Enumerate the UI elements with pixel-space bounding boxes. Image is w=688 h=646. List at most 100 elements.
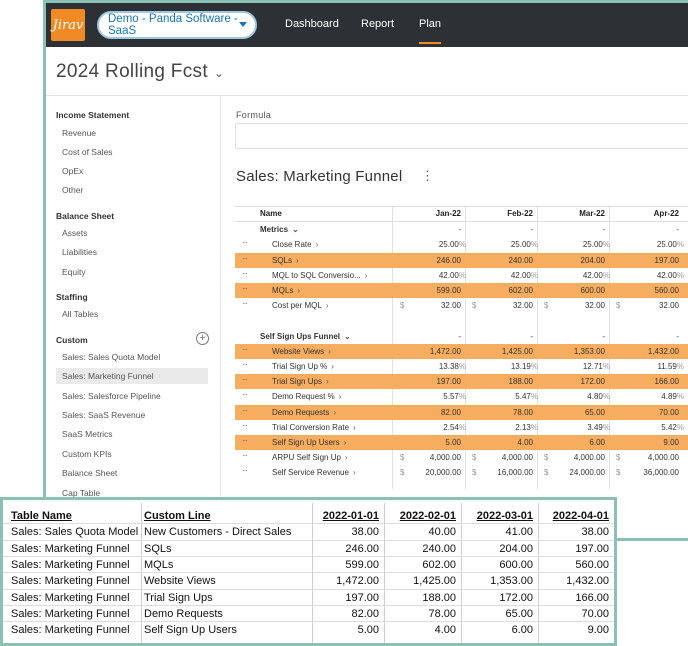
chevron-right-icon[interactable]: › bbox=[325, 301, 329, 311]
row-value[interactable]: 5.47% bbox=[515, 392, 538, 401]
chevron-right-icon[interactable]: › bbox=[343, 438, 347, 447]
row-handle-icon[interactable]: ··· bbox=[242, 238, 248, 248]
row-value[interactable]: 11.59% bbox=[657, 362, 684, 371]
row-label[interactable]: ARPU Self Sign Up › bbox=[272, 453, 348, 462]
chevron-right-icon[interactable]: › bbox=[315, 240, 319, 250]
sidebar-item-sales-saas-revenue[interactable]: Sales: SaaS Revenue bbox=[62, 410, 146, 420]
row-value[interactable]: 12.71% bbox=[583, 362, 610, 371]
sidebar-item-liabilities[interactable]: Liabilities bbox=[62, 247, 97, 257]
chevron-right-icon[interactable]: › bbox=[328, 346, 331, 356]
row-value[interactable]: 2.54% bbox=[443, 423, 466, 432]
row-value[interactable]: 4,000.00 bbox=[574, 453, 605, 462]
row-label[interactable]: Trial Conversion Rate › bbox=[272, 423, 356, 432]
row-handle-icon[interactable]: ··· bbox=[242, 344, 248, 354]
sidebar-item-equity[interactable]: Equity bbox=[62, 267, 86, 277]
row-handle-icon[interactable]: ··· bbox=[242, 420, 248, 430]
row-value[interactable]: 42.00% bbox=[439, 271, 466, 280]
row-label[interactable]: Website Views › bbox=[272, 347, 331, 356]
row-value[interactable]: 4.89% bbox=[661, 392, 684, 401]
row-value[interactable]: 204.00 bbox=[581, 256, 605, 265]
row-value[interactable]: 4,000.00 bbox=[502, 453, 533, 462]
project-selector[interactable]: Demo - Panda Software - SaaS bbox=[97, 11, 257, 39]
row-value[interactable]: 6.00 bbox=[589, 438, 605, 447]
table-row[interactable]: ··· Close Rate › 25.00% 25.00% 25.00% 25.00% bbox=[235, 237, 688, 252]
row-value[interactable]: 36,000.00 bbox=[643, 468, 679, 477]
row-label[interactable]: MQL to SQL Conversio... › bbox=[272, 271, 367, 280]
row-value[interactable]: 1,353.00 bbox=[574, 347, 605, 356]
sidebar-item-all-tables[interactable]: All Tables bbox=[62, 309, 99, 319]
chevron-right-icon[interactable]: › bbox=[325, 377, 329, 387]
row-handle-icon[interactable]: ··· bbox=[242, 375, 248, 385]
table-row[interactable]: ··· MQL to SQL Conversio... › 42.00% 42.00% 4… bbox=[235, 268, 688, 283]
sidebar-item-sales-marketing-funnel[interactable]: Sales: Marketing Funnel bbox=[56, 368, 208, 384]
row-value[interactable]: 197.00 bbox=[655, 256, 679, 265]
row-value[interactable]: - bbox=[676, 225, 679, 234]
row-value[interactable]: - bbox=[530, 332, 533, 341]
row-handle-icon[interactable]: ··· bbox=[242, 268, 248, 278]
row-value[interactable]: 2.13% bbox=[515, 423, 538, 432]
row-handle-icon[interactable]: ··· bbox=[242, 253, 248, 263]
row-handle-icon[interactable]: ··· bbox=[242, 405, 248, 415]
table-row[interactable]: ··· Demo Requests › 82.00 78.00 65.00 70.00 bbox=[235, 404, 688, 420]
row-value[interactable]: - bbox=[458, 332, 461, 341]
row-value[interactable]: 1,472.00 bbox=[430, 347, 461, 356]
nav-plan[interactable]: Plan bbox=[419, 18, 442, 44]
sidebar-item-sales-salesforce-pipeline[interactable]: Sales: Salesforce Pipeline bbox=[62, 391, 161, 401]
row-value[interactable]: 13.19% bbox=[511, 362, 538, 371]
table-row[interactable]: ··· Self Service Revenue › $20,000.00 $16,00… bbox=[235, 465, 688, 480]
row-value[interactable]: 5.57% bbox=[443, 392, 466, 401]
row-label[interactable]: Demo Requests › bbox=[272, 408, 336, 417]
row-value[interactable]: 20,000.00 bbox=[425, 468, 461, 477]
chevron-right-icon[interactable]: › bbox=[352, 468, 356, 478]
row-value[interactable]: 82.00 bbox=[441, 408, 461, 417]
row-handle-icon[interactable]: ··· bbox=[242, 451, 248, 461]
row-value[interactable]: - bbox=[530, 225, 533, 234]
row-value[interactable]: 25.00% bbox=[657, 240, 684, 249]
table-row[interactable]: ··· Cost per MQL › $32.00 $32.00 $32.00 $32.00 bbox=[235, 298, 688, 313]
chevron-right-icon[interactable]: › bbox=[338, 392, 342, 402]
page-title[interactable]: 2024 Rolling Fcst ⌄ bbox=[56, 61, 224, 83]
chevron-down-icon[interactable]: ⌄ bbox=[344, 331, 351, 341]
section-label[interactable]: Self Sign Ups Funnel ⌄ bbox=[260, 332, 351, 341]
row-label[interactable]: Trial Sign Up % › bbox=[272, 362, 334, 371]
row-value[interactable]: 560.00 bbox=[655, 286, 679, 295]
section-label[interactable]: Metrics ⌄ bbox=[260, 225, 299, 234]
sidebar-item-cap-table[interactable]: Cap Table bbox=[62, 488, 101, 498]
section-row[interactable]: Metrics ⌄ - - - - bbox=[235, 222, 688, 237]
chevron-right-icon[interactable]: › bbox=[364, 270, 368, 280]
row-value[interactable]: - bbox=[602, 332, 605, 341]
table-row[interactable]: ··· MQLs › 599.00 602.00 600.00 560.00 bbox=[235, 283, 688, 299]
table-row[interactable]: ··· Trial Sign Ups › 197.00 188.00 172.00 166.… bbox=[235, 374, 688, 390]
table-row[interactable]: ··· Trial Sign Up % › 13.38% 13.19% 12.71% 11.… bbox=[235, 359, 688, 374]
row-label[interactable]: Trial Sign Ups › bbox=[272, 377, 329, 386]
row-value[interactable]: 240.00 bbox=[509, 256, 533, 265]
row-value[interactable]: - bbox=[458, 225, 461, 234]
sidebar-item-saas-metrics[interactable]: SaaS Metrics bbox=[62, 429, 113, 439]
row-value[interactable]: 4.00 bbox=[517, 438, 533, 447]
sidebar-item-sales-sales-quota-model[interactable]: Sales: Sales Quota Model bbox=[62, 352, 161, 362]
row-value[interactable]: 5.42% bbox=[661, 423, 684, 432]
row-handle-icon[interactable]: ··· bbox=[242, 360, 248, 369]
row-value[interactable]: 4,000.00 bbox=[430, 453, 461, 462]
row-value[interactable]: 166.00 bbox=[655, 377, 679, 386]
table-row[interactable]: ··· Self Sign Up Users › 5.00 4.00 6.00 9.00 bbox=[235, 435, 688, 451]
row-label[interactable]: MQLs › bbox=[272, 286, 300, 295]
row-value[interactable]: 600.00 bbox=[581, 286, 605, 295]
row-value[interactable]: 25.00% bbox=[439, 240, 466, 249]
more-options-icon[interactable]: ⋮ bbox=[421, 168, 434, 183]
row-value[interactable]: 32.00 bbox=[441, 301, 461, 310]
sidebar-item-opex[interactable]: OpEx bbox=[62, 166, 84, 176]
sidebar-item-custom-kpis[interactable]: Custom KPIs bbox=[62, 449, 112, 459]
row-value[interactable]: 32.00 bbox=[659, 301, 679, 310]
chevron-right-icon[interactable]: › bbox=[331, 362, 334, 371]
row-handle-icon[interactable]: ··· bbox=[242, 466, 248, 476]
table-row[interactable]: ··· ARPU Self Sign Up › $4,000.00 $4,000.00 $… bbox=[235, 450, 688, 465]
row-label[interactable]: Self Sign Up Users › bbox=[272, 438, 346, 447]
chevron-right-icon[interactable]: › bbox=[333, 407, 337, 417]
table-row[interactable]: ··· SQLs › 246.00 240.00 204.00 197.00 bbox=[235, 252, 688, 268]
row-value[interactable]: 13.38% bbox=[439, 362, 466, 371]
row-value[interactable]: 78.00 bbox=[513, 408, 533, 417]
row-value[interactable]: 1,432.00 bbox=[648, 347, 679, 356]
row-label[interactable]: Cost per MQL › bbox=[272, 301, 328, 310]
sidebar-item-assets[interactable]: Assets bbox=[62, 228, 88, 238]
